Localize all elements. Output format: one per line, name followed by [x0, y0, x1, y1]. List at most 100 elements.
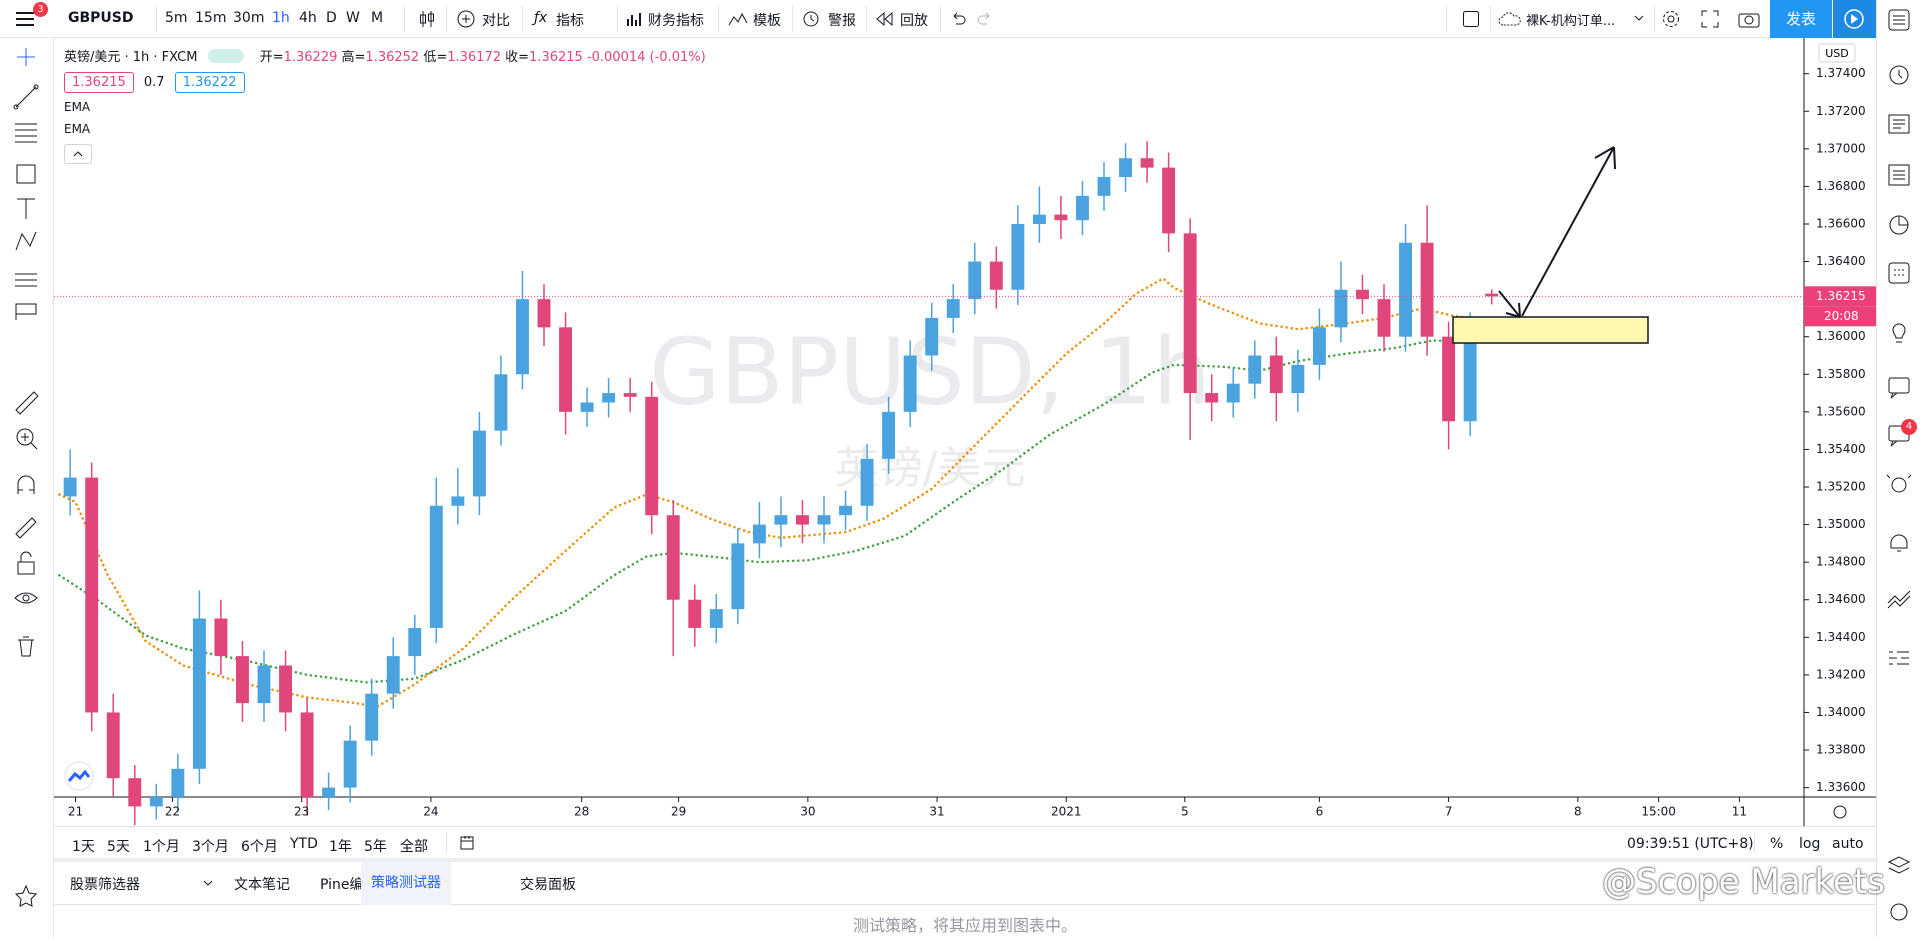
y-tick-label: 1.36400 [1816, 254, 1866, 268]
indicators[interactable]: 指标 [556, 13, 584, 29]
financials[interactable]: 财务指标 [648, 13, 704, 29]
x-tick-label: 28 [574, 805, 589, 819]
y-tick-label: 1.33600 [1816, 780, 1866, 794]
layout-name[interactable]: 裸K-机构订单... [1526, 14, 1616, 29]
interval[interactable]: D [326, 10, 337, 26]
play-icon [1844, 9, 1864, 29]
range[interactable]: 5年 [364, 839, 387, 855]
y-tick-label: 1.36800 [1816, 179, 1866, 193]
interval[interactable]: M [371, 10, 384, 26]
chart-style-icon[interactable] [418, 9, 436, 29]
x-tick-label: 23 [294, 805, 309, 819]
goto-date-icon[interactable] [459, 835, 477, 851]
arrow-long[interactable] [1521, 146, 1616, 317]
arrow-short[interactable] [1498, 290, 1521, 318]
drawing-tools[interactable] [0, 38, 53, 937]
menu-icon[interactable] [14, 10, 36, 28]
financials-icon[interactable] [626, 11, 642, 27]
interval[interactable]: 5m [165, 10, 188, 26]
countdown-tag [1804, 306, 1876, 327]
candle-body [925, 317, 939, 356]
range[interactable]: 1天 [72, 839, 95, 855]
candle-body [989, 261, 1003, 290]
scale-option[interactable]: % [1770, 836, 1784, 852]
zone-rectangle[interactable] [1452, 316, 1649, 344]
interval[interactable]: 15m [195, 10, 227, 26]
templates-icon[interactable] [728, 11, 748, 27]
redo-icon[interactable] [977, 11, 993, 25]
ohlc-value: 1.36172 [447, 50, 501, 65]
candle-body [451, 496, 465, 506]
candle-body [85, 477, 99, 713]
price-tag [1804, 286, 1876, 307]
y-tick-label: 1.34600 [1816, 592, 1866, 606]
panel-message: 测试策略，将其应用到图表中。 [852, 916, 1077, 935]
bid-ask-row: 1.36215 0.7 1.36222 [64, 72, 706, 94]
candle-body [1162, 167, 1176, 234]
tab-active[interactable]: 策略测试器 [361, 862, 451, 905]
candle-body [623, 393, 637, 397]
x-tick-label: 29 [671, 805, 686, 819]
scale-option[interactable]: log [1799, 836, 1821, 852]
interval[interactable]: 4h [299, 10, 317, 26]
replay[interactable]: 回放 [900, 13, 928, 29]
cloud-icon [1498, 12, 1521, 26]
axis-settings[interactable] [1833, 805, 1847, 819]
dropdown-icon[interactable] [203, 880, 213, 888]
ema-line [58, 276, 1499, 709]
tab[interactable]: 交易面板 [520, 877, 576, 893]
y-tick-label: 1.36600 [1816, 216, 1866, 230]
bid[interactable]: 1.36215 [64, 72, 134, 93]
interval[interactable]: W [346, 10, 360, 26]
templates[interactable]: 模板 [753, 13, 781, 29]
notification-badge: 4 [1901, 419, 1917, 435]
candle-body [1485, 293, 1499, 297]
y-tick-label: 1.37000 [1816, 141, 1866, 155]
settings-icon[interactable] [1661, 9, 1681, 29]
snapshot-icon[interactable] [1738, 10, 1760, 28]
play-button[interactable] [1833, 0, 1876, 38]
sidebar-icons[interactable] [1877, 0, 1920, 937]
range[interactable]: 全部 [400, 839, 428, 855]
candle-body [903, 355, 917, 412]
tab[interactable]: 文本笔记 [234, 877, 290, 893]
candle-body [1032, 214, 1046, 224]
candle-body [236, 656, 249, 704]
candle-body [1291, 364, 1305, 394]
y-tick-label: 1.34800 [1816, 555, 1866, 569]
collapse-button[interactable] [64, 144, 92, 164]
range[interactable]: YTD [290, 836, 318, 852]
dropdown-icon[interactable] [1634, 15, 1644, 23]
alert-icon[interactable] [801, 9, 821, 29]
publish-button[interactable]: 发表 [1770, 0, 1832, 38]
range[interactable]: 6个月 [241, 839, 278, 855]
interval[interactable]: 30m [233, 10, 265, 26]
symbol[interactable]: GBPUSD [68, 10, 134, 26]
ask[interactable]: 1.36222 [174, 72, 245, 93]
ohlc-value: 1.36252 [365, 50, 420, 65]
scale-option[interactable]: auto [1832, 836, 1864, 852]
y-tick-label: 1.34200 [1816, 667, 1866, 681]
range[interactable]: 1个月 [143, 839, 180, 855]
select-icon[interactable] [1462, 10, 1480, 28]
interval-active[interactable]: 1h [272, 10, 290, 26]
y-tick-label: 1.36000 [1816, 329, 1866, 343]
caret [73, 151, 83, 157]
fullscreen-icon[interactable] [1701, 10, 1719, 28]
undo-icon[interactable] [950, 11, 966, 25]
y-tick-label: 1.35200 [1816, 480, 1866, 494]
candle-body [602, 393, 616, 403]
ohlc-value: 1.36229 [283, 50, 338, 65]
range[interactable]: 5天 [107, 839, 130, 855]
alert[interactable]: 警报 [828, 13, 856, 29]
compare-icon[interactable] [457, 10, 475, 28]
replay-icon[interactable] [876, 12, 894, 26]
range[interactable]: 3个月 [192, 839, 229, 855]
candle-body [1248, 355, 1262, 384]
compare[interactable]: 对比 [482, 13, 510, 29]
candle-body [709, 609, 723, 628]
candle-body [106, 712, 120, 779]
range[interactable]: 1年 [329, 839, 352, 855]
notification-badge: 3 [33, 2, 48, 17]
tab[interactable]: 股票筛选器 [70, 877, 140, 893]
